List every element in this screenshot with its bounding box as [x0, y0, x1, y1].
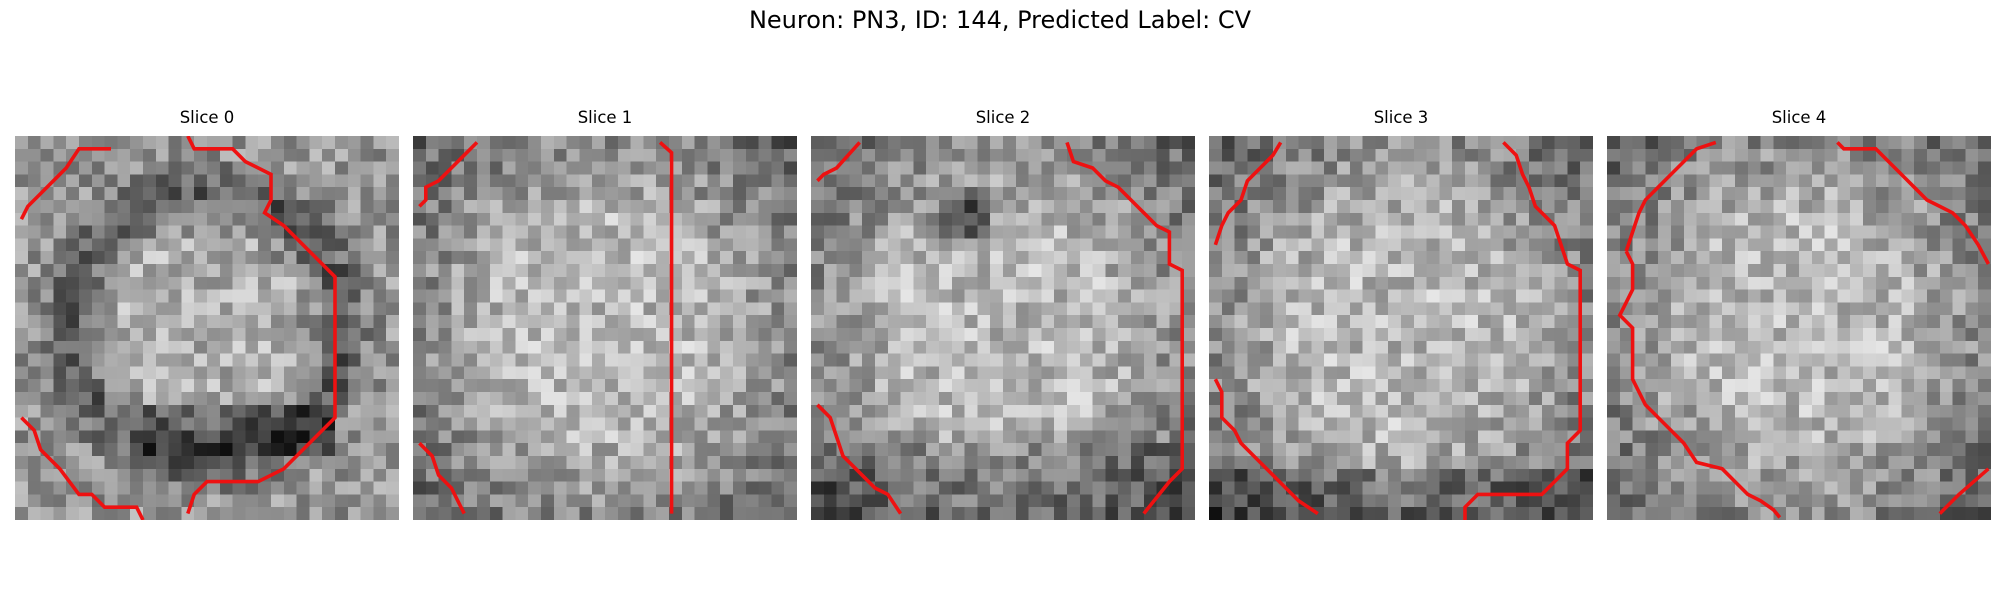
- contour-line: [658, 141, 674, 514]
- contour-line: [19, 147, 111, 221]
- contour-line: [816, 141, 861, 183]
- contour-line: [816, 403, 903, 515]
- contour-line: [1617, 250, 1782, 519]
- contour-line: [1463, 141, 1582, 520]
- contour-line: [1836, 141, 1991, 265]
- contour-line: [1213, 141, 1283, 246]
- contour-line: [1213, 378, 1319, 516]
- contour-line: [418, 141, 479, 208]
- slice-title: Slice 3: [1373, 108, 1429, 127]
- contour-line: [418, 441, 466, 515]
- slice-title: Slice 0: [179, 108, 235, 127]
- slice-image: [1209, 136, 1593, 520]
- slice-title: Slice 1: [577, 108, 633, 127]
- slice-image: [811, 136, 1195, 520]
- slice-image: [413, 136, 797, 520]
- contour-line: [1938, 467, 1990, 515]
- contour-line: [1624, 140, 1717, 252]
- contour-line: [186, 136, 337, 515]
- contour-line: [20, 416, 145, 520]
- figure-title: Neuron: PN3, ID: 144, Predicted Label: C…: [748, 6, 1252, 34]
- slice-image: [15, 136, 399, 520]
- slice-image: [1607, 136, 1991, 520]
- slice-title: Slice 4: [1771, 108, 1827, 127]
- slice-title: Slice 2: [975, 108, 1031, 127]
- contour-line: [1065, 141, 1184, 515]
